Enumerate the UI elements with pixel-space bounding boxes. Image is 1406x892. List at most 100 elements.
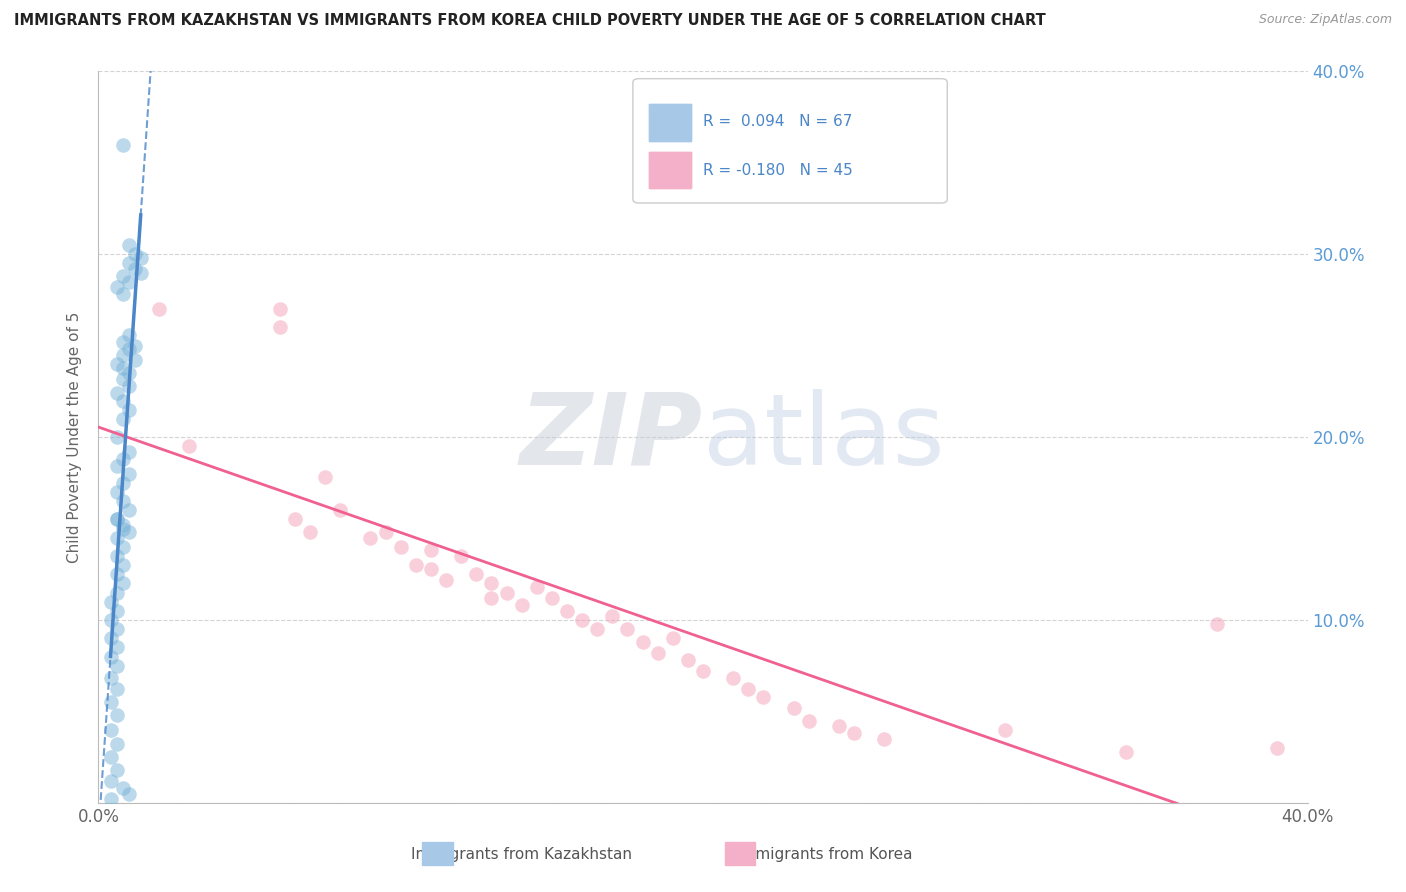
Point xyxy=(105,549,128,563)
Point xyxy=(111,412,134,426)
Point xyxy=(129,266,152,280)
Text: ZIP: ZIP xyxy=(520,389,703,485)
Point xyxy=(105,512,128,526)
Point xyxy=(129,251,152,265)
Point xyxy=(105,682,128,697)
Point xyxy=(124,247,146,261)
Point xyxy=(111,360,134,375)
Point xyxy=(299,525,322,540)
Point xyxy=(111,781,134,796)
Point xyxy=(555,604,578,618)
Point xyxy=(118,444,141,458)
Point xyxy=(100,792,122,806)
Point xyxy=(118,238,141,252)
Point xyxy=(100,594,122,608)
Point xyxy=(105,708,128,723)
Point xyxy=(105,585,128,599)
Point xyxy=(111,475,134,490)
Point xyxy=(105,531,128,545)
Point xyxy=(111,287,134,301)
Point xyxy=(105,357,128,371)
Point xyxy=(105,640,128,655)
Point xyxy=(374,525,396,540)
Point xyxy=(602,609,624,624)
Point xyxy=(100,723,122,737)
FancyBboxPatch shape xyxy=(633,78,948,203)
Point xyxy=(100,649,122,664)
Point xyxy=(111,137,134,152)
Point xyxy=(105,459,128,474)
Point xyxy=(100,695,122,709)
Point xyxy=(269,320,291,334)
Point xyxy=(105,512,128,526)
Point xyxy=(269,301,291,317)
Point xyxy=(450,549,472,563)
Point xyxy=(124,261,146,276)
Text: atlas: atlas xyxy=(703,389,945,485)
Point xyxy=(111,494,134,508)
Point xyxy=(105,658,128,673)
Point xyxy=(111,576,134,591)
Point xyxy=(111,452,134,467)
Point xyxy=(1267,740,1289,755)
Point xyxy=(105,604,128,618)
Point xyxy=(105,430,128,444)
Point xyxy=(118,379,141,393)
Point xyxy=(105,386,128,401)
Point xyxy=(105,567,128,582)
Point xyxy=(118,256,141,270)
Point xyxy=(737,682,759,697)
Point xyxy=(105,737,128,751)
Point xyxy=(434,573,457,587)
Point xyxy=(389,540,412,554)
Point xyxy=(124,353,146,368)
Point xyxy=(105,763,128,777)
Point xyxy=(723,672,745,686)
Point xyxy=(100,672,122,686)
Point xyxy=(783,700,806,714)
Point xyxy=(495,585,517,599)
Point xyxy=(360,531,382,545)
Point xyxy=(465,567,488,582)
Point xyxy=(844,726,866,740)
Point xyxy=(100,750,122,764)
Point xyxy=(118,275,141,289)
Point xyxy=(571,613,593,627)
Point xyxy=(100,632,122,646)
Point xyxy=(179,439,201,453)
Point xyxy=(111,371,134,385)
Text: R =  0.094   N = 67: R = 0.094 N = 67 xyxy=(703,113,852,128)
Point xyxy=(1115,745,1137,759)
Point xyxy=(100,773,122,788)
Point xyxy=(994,723,1017,737)
Point xyxy=(124,338,146,352)
Point xyxy=(481,591,503,605)
Point xyxy=(111,269,134,284)
Point xyxy=(111,393,134,408)
Point xyxy=(752,690,775,704)
Point xyxy=(420,543,443,558)
FancyBboxPatch shape xyxy=(422,841,453,865)
Point xyxy=(616,622,638,636)
Point xyxy=(118,787,141,801)
Text: Immigrants from Kazakhstan: Immigrants from Kazakhstan xyxy=(411,847,633,862)
Point xyxy=(148,301,170,317)
Point xyxy=(111,517,134,532)
Text: Source: ZipAtlas.com: Source: ZipAtlas.com xyxy=(1258,13,1392,27)
Point xyxy=(540,591,562,605)
Point xyxy=(118,343,141,357)
FancyBboxPatch shape xyxy=(648,152,690,188)
Point xyxy=(111,558,134,573)
Point xyxy=(118,467,141,481)
Point xyxy=(118,366,141,380)
Point xyxy=(1206,616,1229,631)
Point xyxy=(526,580,548,594)
Point xyxy=(118,327,141,342)
FancyBboxPatch shape xyxy=(648,104,690,141)
Point xyxy=(111,540,134,554)
Point xyxy=(586,622,609,636)
Point xyxy=(797,714,820,728)
Point xyxy=(105,485,128,500)
Point xyxy=(510,599,533,613)
Point xyxy=(631,635,654,649)
